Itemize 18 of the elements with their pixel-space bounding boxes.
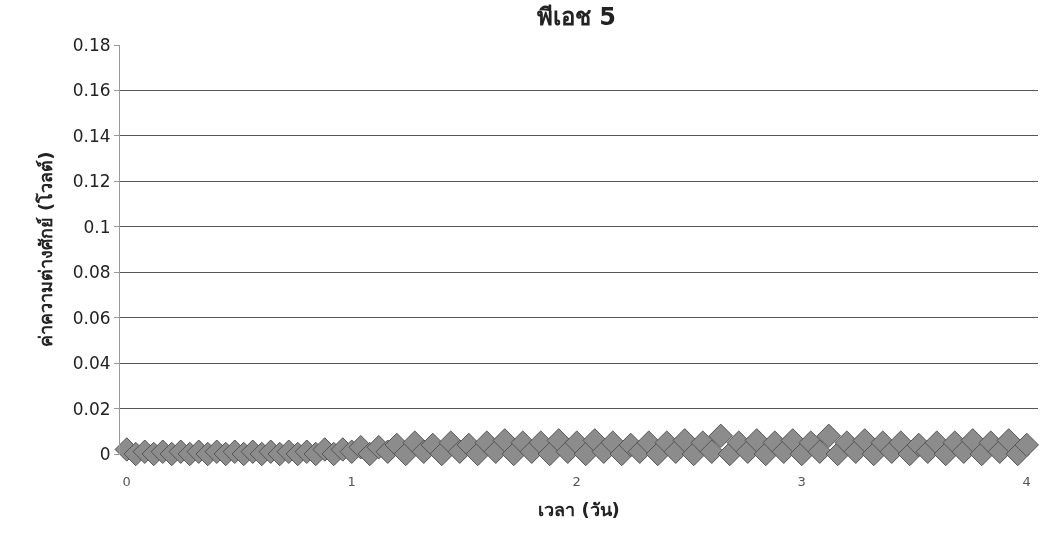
y-tick-label: 0.16 bbox=[72, 80, 111, 101]
y-tick-label: 0.18 bbox=[72, 34, 111, 55]
y-tick-label: 0.08 bbox=[72, 262, 111, 283]
y-tick-label: 0.12 bbox=[72, 171, 111, 192]
y-axis-title: ค่าความต่างศักย์ (โวลต์) bbox=[34, 151, 56, 348]
x-tick-label: 4 bbox=[1022, 474, 1031, 489]
y-tick-label: 0.1 bbox=[83, 216, 111, 237]
x-axis-title: เวลา (วัน) bbox=[538, 499, 620, 521]
y-tick-label: 0.04 bbox=[72, 353, 111, 374]
y-tick-label: 0 bbox=[99, 443, 111, 464]
x-tick-label: 0 bbox=[122, 474, 131, 489]
y-tick-label: 0.02 bbox=[72, 398, 111, 419]
x-tick-label: 1 bbox=[347, 474, 356, 489]
x-tick-label: 3 bbox=[797, 474, 806, 489]
y-tick-label: 0.14 bbox=[72, 125, 111, 146]
x-tick-label: 2 bbox=[572, 474, 581, 489]
y-tick-label: 0.06 bbox=[72, 307, 111, 328]
chart-title: พีเอช 5 bbox=[536, 2, 616, 31]
